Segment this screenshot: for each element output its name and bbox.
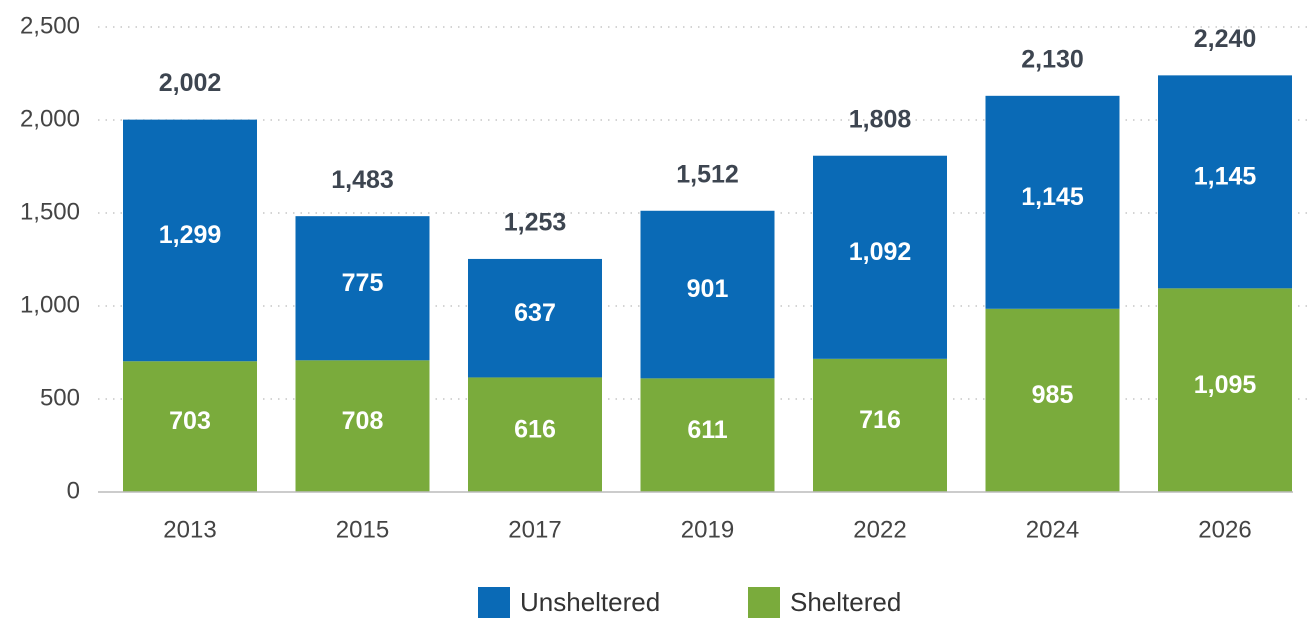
segment-label: 611 — [687, 416, 727, 444]
segment-label: 708 — [342, 407, 384, 435]
bar-segment — [640, 378, 775, 492]
bar-segment — [468, 258, 602, 378]
bar-segment — [1158, 288, 1292, 492]
x-tick-label: 2026 — [1198, 516, 1251, 543]
segment-label: 1,095 — [1194, 371, 1257, 399]
legend-label: Sheltered — [790, 587, 901, 617]
bar-segment — [123, 119, 257, 362]
total-label: 1,512 — [676, 160, 739, 188]
total-label: 2,240 — [1194, 25, 1257, 53]
segment-label: 716 — [859, 406, 901, 434]
total-label: 2,130 — [1021, 45, 1084, 73]
y-tick-label: 2,500 — [20, 12, 80, 39]
y-tick-label: 0 — [67, 477, 80, 504]
bar-segment — [640, 210, 775, 379]
bar-segment — [295, 216, 430, 361]
legend-swatch — [478, 587, 510, 618]
segment-label: 1,299 — [159, 221, 222, 249]
total-label: 2,002 — [159, 69, 222, 97]
segment-label: 901 — [687, 275, 729, 303]
x-tick-label: 2017 — [508, 516, 561, 543]
y-tick-label: 1,500 — [20, 198, 80, 225]
y-tick-label: 1,000 — [20, 291, 80, 318]
x-tick-label: 2015 — [336, 516, 389, 543]
x-tick-label: 2019 — [681, 516, 734, 543]
bar-segment — [985, 95, 1120, 309]
segment-label: 637 — [514, 299, 556, 327]
total-label: 1,253 — [504, 209, 567, 237]
x-tick-label: 2024 — [1026, 516, 1079, 543]
legend-label: Unsheltered — [520, 587, 660, 617]
bar-segment — [123, 361, 257, 492]
bar-segment — [468, 377, 602, 492]
segment-label: 616 — [514, 415, 556, 443]
segment-label: 1,145 — [1194, 162, 1257, 190]
segment-label: 1,145 — [1021, 183, 1084, 211]
y-tick-label: 2,000 — [20, 105, 80, 132]
segment-label: 703 — [169, 407, 211, 435]
segment-label: 1,092 — [849, 238, 912, 266]
total-label: 1,483 — [331, 166, 394, 194]
x-tick-label: 2013 — [163, 516, 216, 543]
y-tick-label: 500 — [40, 384, 80, 411]
segment-label: 985 — [1032, 381, 1074, 409]
segment-label: 775 — [342, 269, 384, 297]
bar-segment — [985, 308, 1120, 492]
total-label: 1,808 — [849, 105, 912, 133]
bar-segment — [295, 360, 430, 492]
legend-swatch — [748, 587, 780, 618]
bar-segment — [813, 155, 947, 359]
bar-segment — [813, 358, 947, 492]
bar-segment — [1158, 75, 1292, 289]
x-tick-label: 2022 — [853, 516, 906, 543]
